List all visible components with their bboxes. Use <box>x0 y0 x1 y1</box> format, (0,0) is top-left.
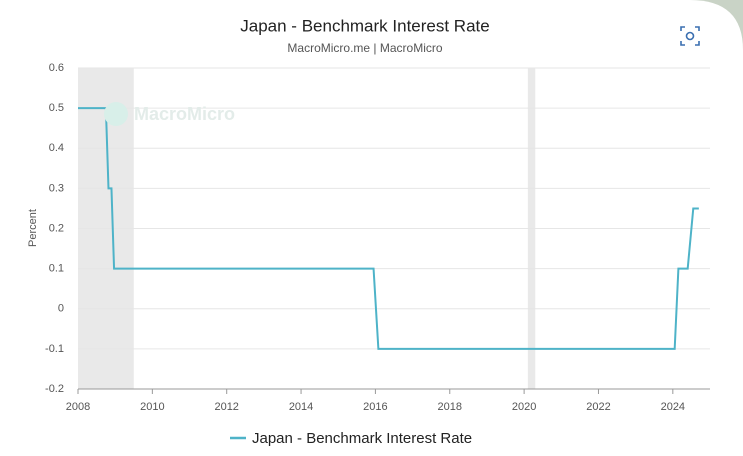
y-tick-label: 0.6 <box>49 62 64 74</box>
watermark-text: MacroMicro <box>134 104 235 124</box>
x-tick-label: 2018 <box>438 401 462 413</box>
y-axis-label: Percent <box>27 209 39 247</box>
x-tick-label: 2008 <box>66 401 90 413</box>
y-tick-label: 0.1 <box>49 263 64 275</box>
y-tick-label: -0.1 <box>45 343 64 355</box>
chart-subtitle: MacroMicro.me | MacroMicro <box>287 41 442 55</box>
x-tick-label: 2024 <box>661 401 685 413</box>
watermark: MacroMicro <box>104 102 235 126</box>
line-series <box>78 107 699 350</box>
chart-title: Japan - Benchmark Interest Rate <box>240 16 489 35</box>
x-tick-label: 2014 <box>289 401 313 413</box>
x-tick-label: 2012 <box>214 401 238 413</box>
y-tick-label: 0 <box>58 303 64 315</box>
y-tick-label: -0.2 <box>45 383 64 395</box>
x-tick-label: 2022 <box>586 401 610 413</box>
x-tick-label: 2010 <box>140 401 164 413</box>
y-tick-label: 0.2 <box>49 222 64 234</box>
plot-area: -0.2 -0.1 0 0.1 0.2 0.3 0.4 0.5 0.6 2008 2010 2012 2… <box>45 62 710 413</box>
y-tick-label: 0.3 <box>49 182 64 194</box>
y-tick-label: 0.5 <box>49 102 64 114</box>
x-tick-label: 2016 <box>363 401 387 413</box>
screenshot-icon[interactable] <box>680 26 700 46</box>
x-tick-label: 2020 <box>512 401 536 413</box>
legend-label[interactable]: Japan - Benchmark Interest Rate <box>252 430 472 447</box>
y-tick-label: 0.4 <box>49 142 64 154</box>
